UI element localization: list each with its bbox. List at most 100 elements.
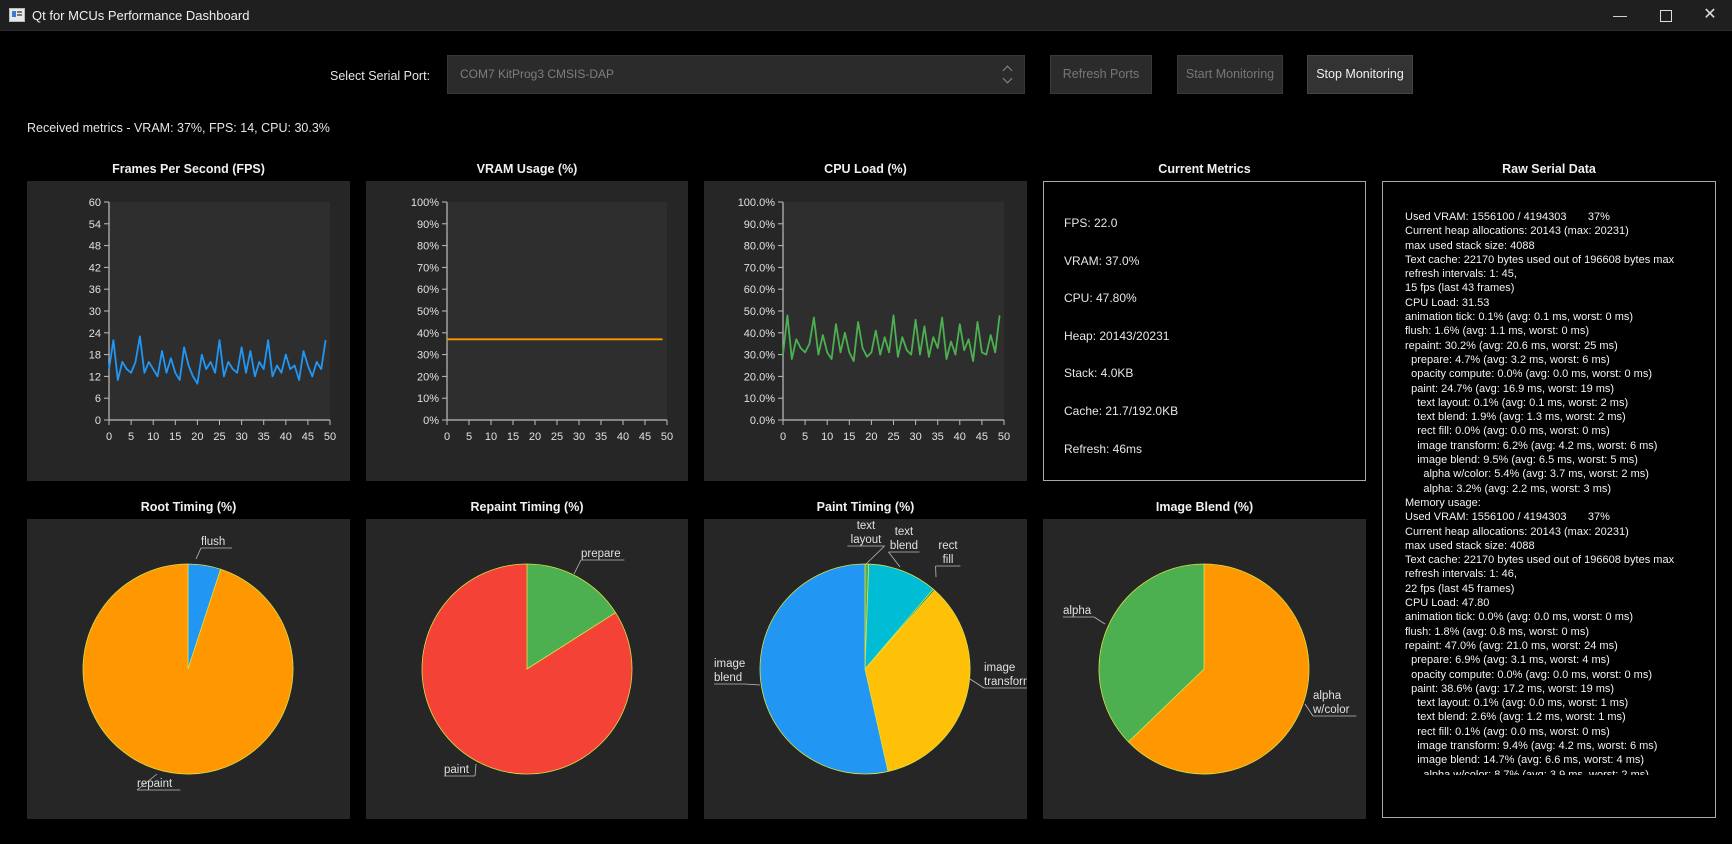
pie-label-text: flush (201, 536, 225, 548)
minimize-button[interactable]: — (1613, 7, 1627, 23)
raw-serial-line: text layout: 0.1% (avg: 0.0 ms, worst: 1… (1405, 697, 1629, 710)
pie-label-leader (744, 683, 761, 686)
current-metrics-panel: FPS: 22.0 VRAM: 37.0% CPU: 47.80% Heap: 201… (1043, 181, 1366, 481)
pie-slice (759, 563, 889, 775)
pie-label: alpha w/color (1304, 690, 1357, 717)
raw-serial-line: alpha: 3.2% (avg: 2.2 ms, worst: 3 ms) (1405, 482, 1612, 495)
cpu-chart: 0.0% 10.0% 20.0% 30.0% 40.0% 50.0% 60.0% 70.0% 8… (704, 181, 1027, 481)
pie-label-leader (1093, 616, 1106, 625)
y-tick-label: 30% (417, 350, 439, 362)
metric-item: VRAM: 37.0% (1064, 253, 1140, 268)
cpu-chart-svg: 0.0% 10.0% 20.0% 30.0% 40.0% 50.0% 60.0% 70.0% 8… (738, 197, 1010, 443)
raw-serial-line: max used stack size: 4088 (1405, 239, 1535, 252)
current-metrics-title: Current Metrics (1158, 162, 1251, 176)
y-tick-label: 60 (89, 197, 101, 209)
raw-serial-text: Used VRAM: 1556100 / 4194303 37% Current … (1405, 210, 1732, 775)
pie-label-leader (474, 763, 477, 777)
pie-label-text: layout (851, 534, 882, 546)
start-monitoring-button[interactable]: Start Monitoring (1177, 55, 1283, 94)
image-blend-svg: alpha w/color alpha (1063, 563, 1357, 775)
pie-slice (82, 563, 294, 775)
y-tick-label: 70.0% (744, 262, 775, 274)
pie-label-text: blend (714, 672, 742, 684)
y-tick-label: 42 (89, 262, 101, 274)
x-tick-label: 50 (661, 431, 673, 443)
y-tick-label: 100% (411, 197, 439, 209)
x-tick-label: 15 (169, 431, 181, 443)
metric-item: Stack: 4.0KB (1064, 366, 1134, 381)
pie-label: paint (444, 763, 477, 777)
y-tick-label: 60% (417, 284, 439, 296)
raw-serial-line: max used stack size: 4088 (1405, 539, 1535, 552)
stop-monitoring-button[interactable]: Stop Monitoring (1307, 55, 1413, 94)
raw-serial-line: 15 fps (last 43 frames) (1405, 282, 1515, 295)
fps-chart-svg: 0 6 12 18 24 30 36 42 48 54 60 0 5 10 15 20 25 30 35 40 45 50 (89, 197, 336, 443)
y-tick-label: 40.0% (744, 328, 775, 340)
metric-item: Heap: 20143/20231 (1064, 328, 1170, 343)
pie-label-leader (969, 678, 985, 689)
y-tick-label: 0% (423, 415, 439, 427)
y-tick-label: 10% (417, 393, 439, 405)
x-tick-label: 35 (258, 431, 270, 443)
x-tick-label: 30 (573, 431, 585, 443)
x-tick-label: 10 (147, 431, 159, 443)
y-tick-label: 10.0% (744, 393, 775, 405)
raw-serial-line: Current heap allocations: 20143 (max: 20… (1405, 525, 1629, 538)
pie-label-leader (136, 773, 158, 791)
raw-serial-line: refresh intervals: 1: 46, (1405, 568, 1517, 581)
x-tick-label: 40 (954, 431, 966, 443)
x-tick-label: 35 (595, 431, 607, 443)
pie-label-text: fill (943, 554, 954, 566)
x-tick-label: 20 (865, 431, 877, 443)
raw-serial-line: animation tick: 0.0% (avg: 0.0 ms, worst… (1405, 611, 1634, 624)
raw-serial-line: Current heap allocations: 20143 (max: 20… (1405, 225, 1629, 238)
raw-serial-line: image blend: 14.7% (avg: 6.6 ms, worst: … (1405, 754, 1645, 767)
plot-area: 0 6 12 18 24 30 36 42 48 54 60 0 5 10 15 20 25 30 35 40 45 50 (89, 197, 336, 443)
repaint-timing-title: Repaint Timing (%) (470, 500, 584, 514)
x-tick-label: 25 (887, 431, 899, 443)
y-tick-label: 20.0% (744, 371, 775, 383)
x-tick-label: 30 (235, 431, 247, 443)
close-button[interactable]: ✕ (1703, 6, 1717, 23)
image-blend-chart: alpha w/color alpha (1043, 519, 1366, 819)
y-tick-label: 24 (89, 328, 101, 340)
x-tick-label: 5 (466, 431, 472, 443)
raw-serial-line: text layout: 0.1% (avg: 0.1 ms, worst: 2… (1405, 396, 1629, 409)
y-tick-label: 36 (89, 284, 101, 296)
raw-serial-line: alpha w/color: 8.7% (avg: 3.9 ms, worst:… (1405, 768, 1649, 775)
serial-port-select[interactable]: COM7 KitProg3 CMSIS-DAP (447, 55, 1025, 94)
raw-serial-line: refresh intervals: 1: 45, (1405, 268, 1517, 281)
x-tick-label: 45 (302, 431, 314, 443)
y-tick-label: 60.0% (744, 284, 775, 296)
pie-label: text blend (888, 526, 920, 568)
paint-timing-chart: text layout text blend rect fill image transfor… (704, 519, 1027, 819)
raw-serial-line: Used VRAM: 1556100 / 4194303 37% (1405, 511, 1610, 524)
raw-serial-line: 22 fps (last 45 frames) (1405, 582, 1515, 595)
raw-serial-line: animation tick: 0.1% (avg: 0.1 ms, worst… (1405, 311, 1634, 324)
x-tick-label: 10 (485, 431, 497, 443)
paint-timing-title: Paint Timing (%) (816, 500, 915, 514)
pie-label: alpha (1063, 605, 1106, 625)
repaint-timing-chart: prepare paint (366, 519, 688, 819)
fps-chart: 0 6 12 18 24 30 36 42 48 54 60 0 5 10 15 20 25 30 35 40 45 50 (27, 181, 350, 481)
y-tick-label: 50.0% (744, 306, 775, 318)
pie-label-text: prepare (581, 548, 621, 560)
pie-label: repaint (136, 773, 181, 791)
plot-background (447, 202, 667, 420)
raw-serial-line: prepare: 6.9% (avg: 3.1 ms, worst: 4 ms) (1405, 654, 1610, 667)
x-tick-label: 40 (280, 431, 292, 443)
pie-label-leader (573, 559, 582, 575)
x-tick-label: 30 (909, 431, 921, 443)
x-tick-label: 50 (324, 431, 336, 443)
pie-label: prepare (573, 548, 625, 575)
raw-serial-line: prepare: 4.7% (avg: 3.2 ms, worst: 6 ms) (1405, 353, 1610, 366)
pie-label-text: alpha (1063, 605, 1092, 617)
y-tick-label: 30 (89, 306, 101, 318)
raw-serial-panel[interactable]: Used VRAM: 1556100 / 4194303 37% Current … (1382, 181, 1716, 818)
maximize-button[interactable] (1644, 0, 1688, 30)
raw-serial-line: CPU Load: 31.53 (1405, 296, 1490, 309)
refresh-ports-button[interactable]: Refresh Ports (1050, 55, 1152, 94)
image-blend-title: Image Blend (%) (1155, 500, 1254, 514)
metric-item: FPS: 22.0 (1064, 216, 1118, 230)
plot-background (783, 202, 1004, 420)
